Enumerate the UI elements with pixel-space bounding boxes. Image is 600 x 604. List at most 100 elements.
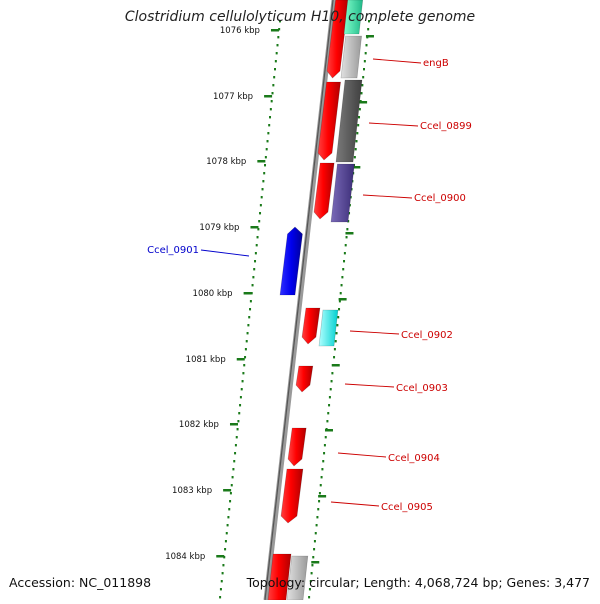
genome-summary: Topology: circular; Length: 4,068,724 bp… xyxy=(246,575,590,590)
dot xyxy=(240,388,243,391)
dot xyxy=(234,452,237,455)
feature-block-grey xyxy=(340,35,362,79)
dot xyxy=(335,332,338,335)
dot xyxy=(262,180,265,183)
dot xyxy=(276,44,279,47)
gene-label: Ccel_0901 xyxy=(147,245,199,256)
dot xyxy=(250,292,253,295)
dot xyxy=(346,228,349,231)
label-leader-line xyxy=(344,383,395,388)
label-leader-line xyxy=(349,330,400,335)
dot xyxy=(316,516,319,519)
gene-label: Ccel_0899 xyxy=(420,121,472,132)
dot xyxy=(266,140,269,143)
tick-label: 1083 kbp xyxy=(172,486,212,496)
gene-label: Ccel_0904 xyxy=(388,453,440,464)
dot xyxy=(328,404,331,407)
dot xyxy=(233,460,236,463)
tick-mark xyxy=(359,101,368,104)
dot xyxy=(336,324,339,327)
dot xyxy=(256,236,259,239)
tick-label: 1079 kbp xyxy=(199,223,239,233)
dot xyxy=(314,532,317,535)
tick-mark xyxy=(236,358,245,361)
dot xyxy=(334,340,337,343)
dot xyxy=(337,316,340,319)
dot xyxy=(241,380,244,383)
tick-label: 1082 kbp xyxy=(179,420,219,430)
dot xyxy=(237,420,240,423)
dot xyxy=(247,324,250,327)
dot xyxy=(320,476,323,479)
backbone-highlight xyxy=(264,0,334,601)
dot xyxy=(363,68,366,71)
dot xyxy=(257,228,260,231)
dot xyxy=(268,124,271,127)
cds-arrow-forward xyxy=(287,427,307,467)
tick-label: 1077 kbp xyxy=(213,92,253,102)
tick-mark xyxy=(324,429,333,432)
gene-labels: engB Ccel_0899 Ccel_0900 Ccel_0901 Ccel_0902… xyxy=(147,58,472,513)
dot xyxy=(239,404,242,407)
dot xyxy=(229,500,232,503)
dot xyxy=(263,172,266,175)
dot xyxy=(311,564,314,567)
dot xyxy=(230,484,233,487)
dot xyxy=(356,132,359,135)
dot xyxy=(234,444,237,447)
dot xyxy=(313,540,316,543)
dot xyxy=(323,452,326,455)
gene-label: Ccel_0905 xyxy=(381,502,433,513)
dot xyxy=(272,84,275,87)
dot xyxy=(225,532,228,535)
dot xyxy=(238,412,241,415)
dot xyxy=(232,468,235,471)
genome-title: Clostridium cellulolyticum H10, complete… xyxy=(124,9,476,25)
dot xyxy=(343,260,346,263)
dot xyxy=(358,116,361,119)
dot xyxy=(319,484,322,487)
dot xyxy=(354,148,357,151)
dot xyxy=(330,380,333,383)
dot xyxy=(313,548,316,551)
dot xyxy=(242,372,245,375)
dot xyxy=(321,468,324,471)
dot xyxy=(258,220,261,223)
dot xyxy=(345,236,348,239)
feature-block-dark xyxy=(335,79,363,163)
dot xyxy=(331,372,334,375)
tick-mark xyxy=(264,95,273,98)
dot xyxy=(253,268,256,271)
dot xyxy=(340,284,343,287)
dot xyxy=(235,436,238,439)
feature-block-purple xyxy=(330,163,355,223)
tick-mark xyxy=(331,364,340,367)
dot xyxy=(254,252,257,255)
dot xyxy=(244,348,247,351)
dot xyxy=(229,492,232,495)
dot xyxy=(277,36,280,39)
tick-mark xyxy=(352,166,361,169)
dot xyxy=(318,500,321,503)
dot xyxy=(260,196,263,199)
dot xyxy=(368,20,370,23)
dot xyxy=(328,396,331,399)
dot xyxy=(333,356,336,359)
dot xyxy=(315,524,318,527)
dot xyxy=(259,204,262,207)
dot xyxy=(308,596,311,599)
dot xyxy=(231,476,234,479)
dot xyxy=(279,20,281,23)
dot xyxy=(308,588,311,591)
tick-mark xyxy=(229,423,238,426)
tick-mark xyxy=(338,298,347,301)
dot xyxy=(261,188,264,191)
dot xyxy=(275,52,278,55)
dot xyxy=(357,124,360,127)
dot xyxy=(341,276,344,279)
gene-label: Ccel_0900 xyxy=(414,193,466,204)
dot xyxy=(227,516,230,519)
tick-mark xyxy=(365,35,374,38)
dot xyxy=(360,92,363,95)
dot xyxy=(246,332,249,335)
